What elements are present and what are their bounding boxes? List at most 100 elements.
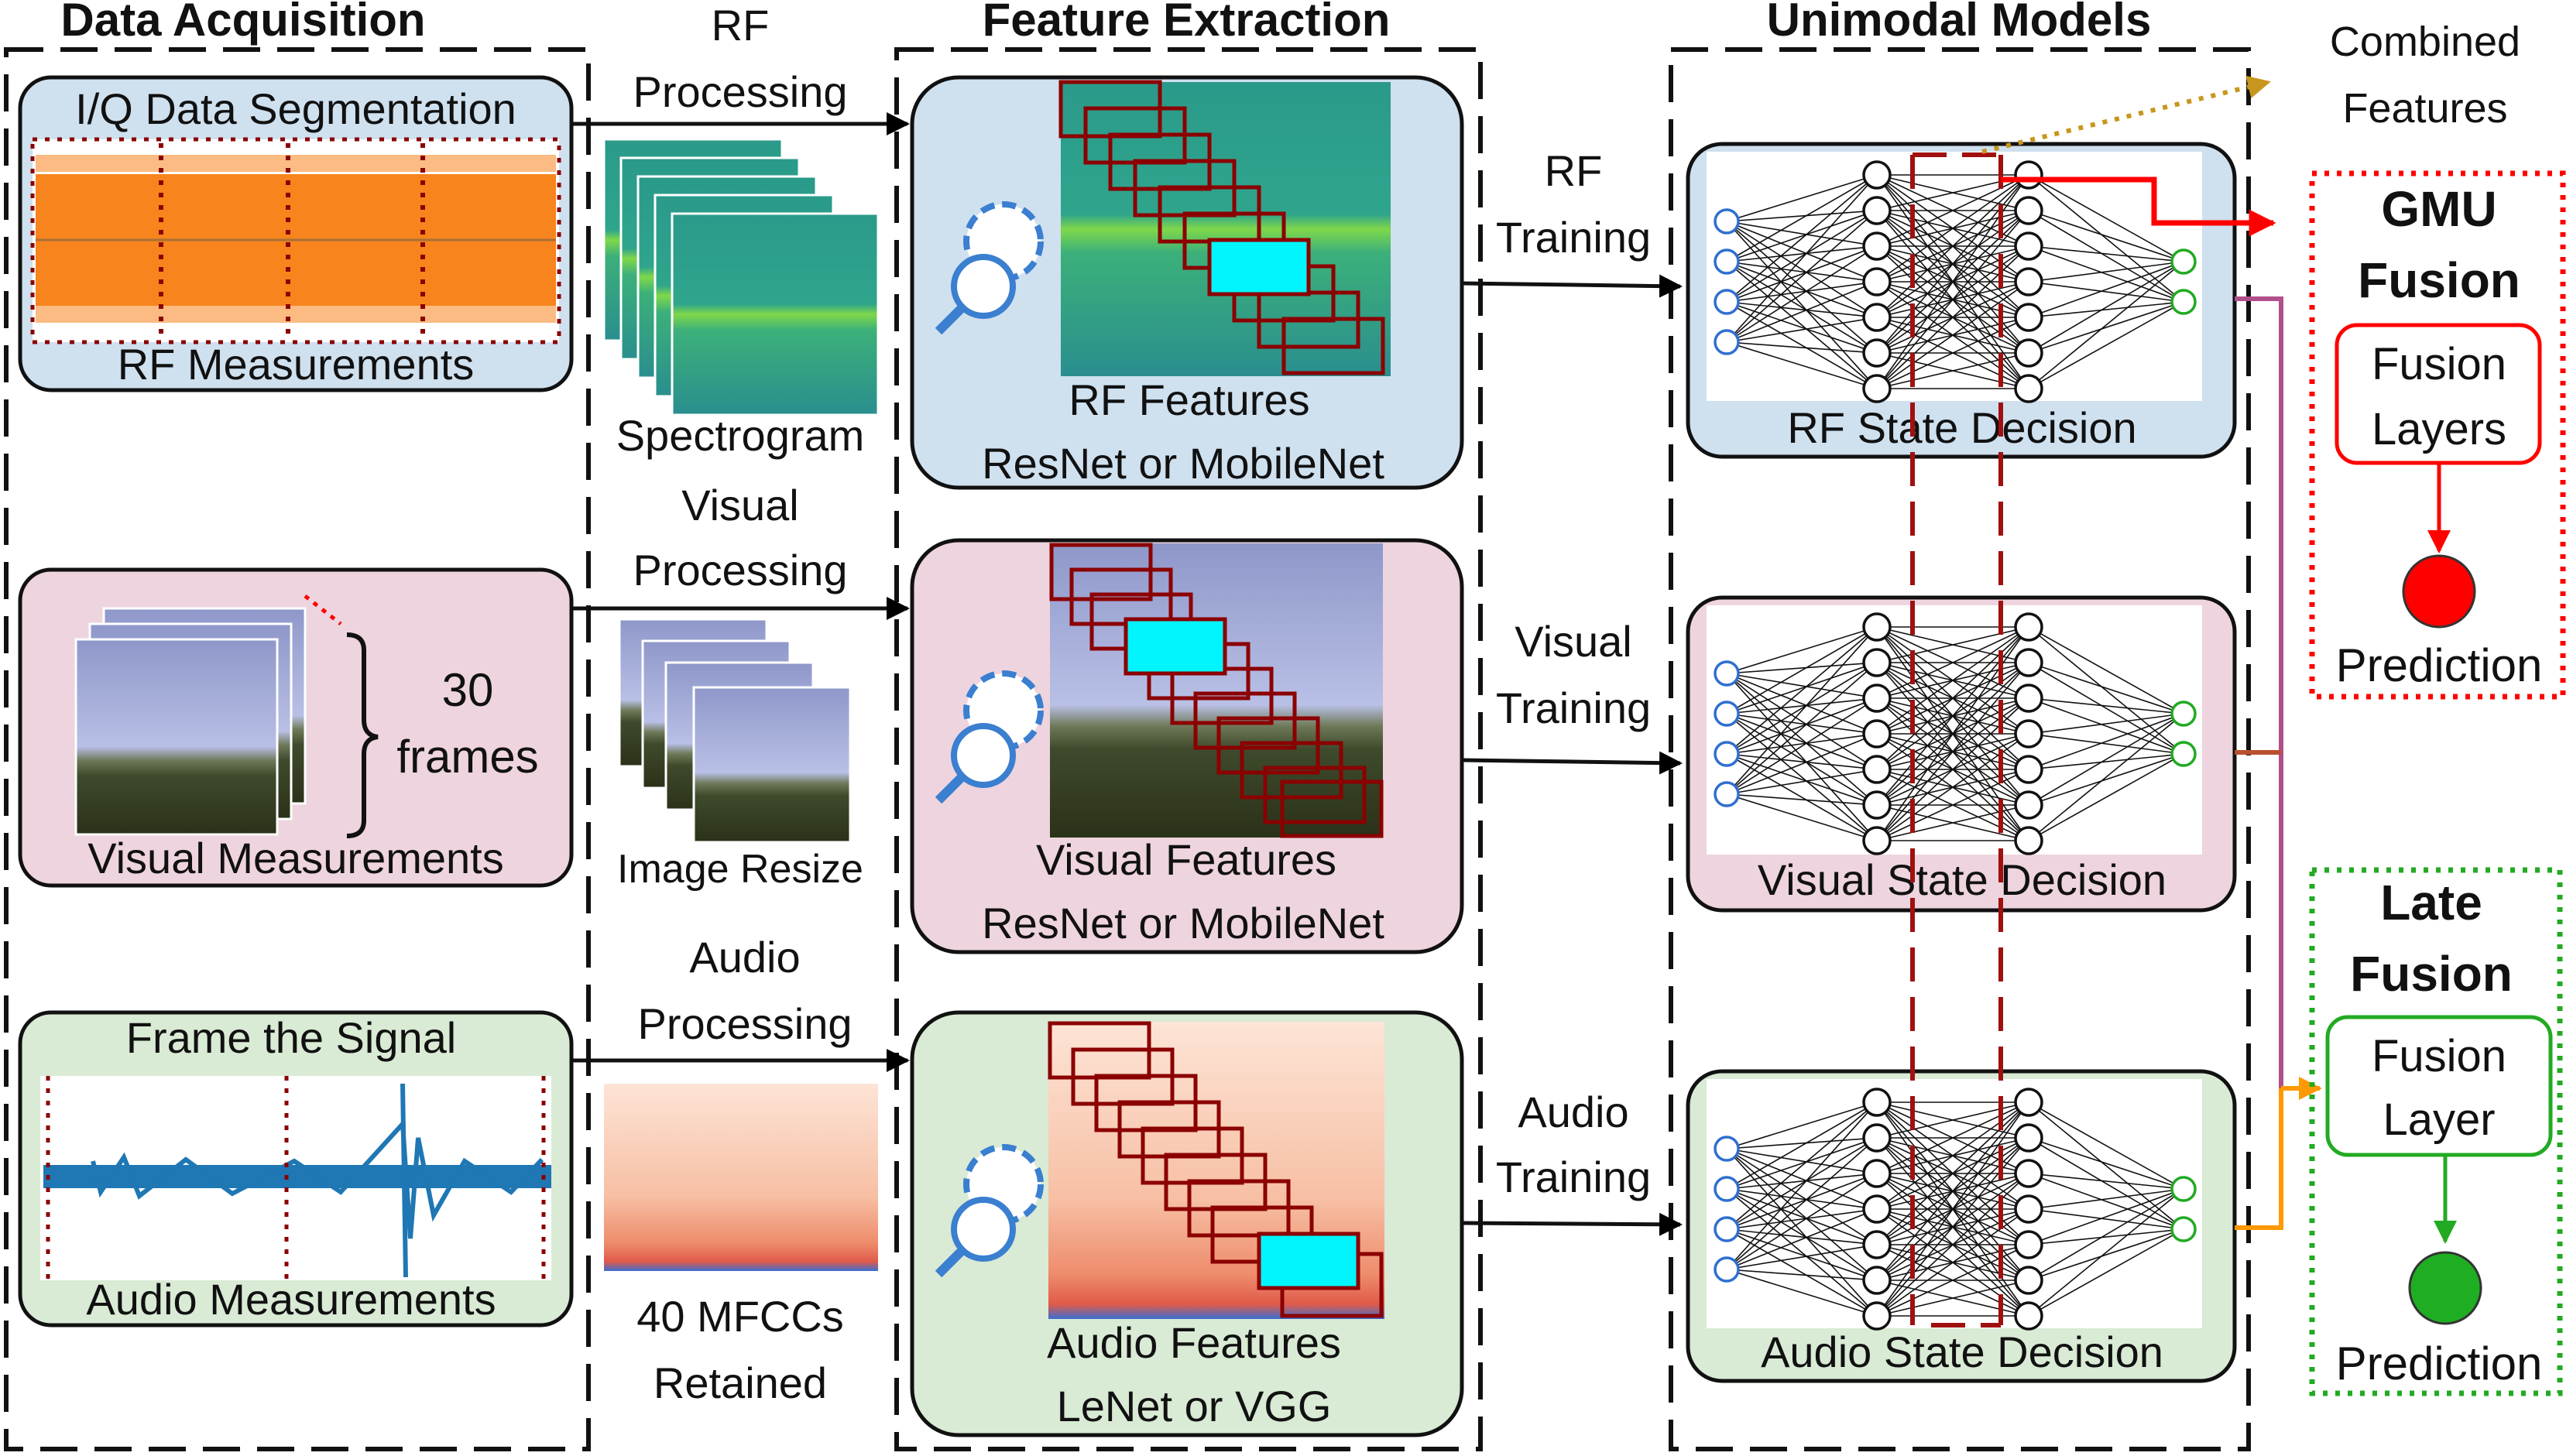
mfcc-label-1: 40 MFCCs xyxy=(636,1292,844,1341)
late-title-2: Fusion xyxy=(2350,946,2513,1002)
data-acquisition-title: Data Acquisition xyxy=(60,0,425,46)
network-node xyxy=(2014,267,2043,296)
visual-training: Visual Training xyxy=(1461,617,1683,775)
network-node xyxy=(2014,1230,2043,1259)
gmu-fusion-layers-box xyxy=(2335,323,2542,465)
frame-signal-label: Frame the Signal xyxy=(126,1013,456,1062)
spectrogram-stack xyxy=(602,138,880,416)
network-node xyxy=(2014,1159,2043,1188)
network-node xyxy=(1714,1176,1740,1202)
gmu-layer-label-1: Fusion xyxy=(2372,339,2506,389)
audio-processing-label-1: Audio xyxy=(689,933,800,982)
network-node xyxy=(1714,660,1740,687)
audio-training: Audio Training xyxy=(1461,1088,1683,1236)
visual-neural-network xyxy=(1714,612,2197,855)
network-node xyxy=(1862,303,1892,332)
network-node xyxy=(2014,790,2043,820)
late-fusion-block: Late Fusion Fusion Layer Prediction xyxy=(2309,867,2563,1396)
visual-processing-label-2: Processing xyxy=(633,546,847,594)
network-node xyxy=(1714,1136,1740,1162)
network-node xyxy=(1862,267,1892,296)
audio-features-label: Audio Features xyxy=(1047,1318,1341,1367)
late-prediction-label: Prediction xyxy=(2336,1338,2543,1389)
rf-training: RF Training xyxy=(1461,146,1683,298)
visual-processing-label-1: Visual xyxy=(681,481,799,529)
network-node xyxy=(1862,374,1892,403)
network-node xyxy=(1862,160,1892,190)
network-node xyxy=(2014,1266,2043,1295)
gmu-input-arrow xyxy=(2001,176,2276,237)
network-connections xyxy=(1726,626,2184,841)
visual-backbone-label: ResNet or MobileNet xyxy=(982,899,1384,947)
visual-training-label-2: Training xyxy=(1496,683,1651,732)
network-node xyxy=(1862,1123,1892,1153)
network-connections xyxy=(1726,1101,2184,1317)
combined-features-label-2: Features xyxy=(2342,85,2507,132)
rf-processing-label-2: Processing xyxy=(633,67,847,116)
late-layer-label-2: Layer xyxy=(2383,1095,2495,1145)
network-node xyxy=(2170,741,2197,767)
rf-training-label-2: Training xyxy=(1496,213,1651,262)
audio-training-label-2: Training xyxy=(1496,1153,1651,1201)
network-node xyxy=(1862,683,1892,713)
gmu-prediction-label: Prediction xyxy=(2336,639,2543,691)
audio-measurements-panel: Frame the Signal Audio Measurements xyxy=(18,1010,574,1328)
visual-sliding-windows xyxy=(1049,543,1384,838)
network-node xyxy=(1714,208,1740,235)
audio-sliding-windows xyxy=(1048,1021,1384,1318)
network-node xyxy=(1862,196,1892,225)
network-node xyxy=(1862,1301,1892,1331)
late-output-node xyxy=(2408,1251,2482,1325)
network-node xyxy=(2014,1088,2043,1117)
audio-state-decision-label: Audio State Decision xyxy=(1761,1328,2163,1376)
unimodal-models-section: Unimodal Models xyxy=(1669,0,2251,1451)
resized-image-stack xyxy=(618,618,852,844)
audio-model-panel: Audio State Decision xyxy=(1686,1069,2237,1383)
network-node xyxy=(1862,755,1892,784)
unimodal-models-title: Unimodal Models xyxy=(1767,0,2152,46)
combined-features-arrow xyxy=(1981,75,2271,154)
visual-model-panel: Visual State Decision xyxy=(1686,595,2237,913)
late-layer-label-1: Fusion xyxy=(2372,1031,2506,1081)
network-node xyxy=(1862,612,1892,642)
network-node xyxy=(1862,1194,1892,1224)
image-resize-label: Image Resize xyxy=(617,847,863,892)
iq-segmentation-label: I/Q Data Segmentation xyxy=(75,84,516,133)
combined-feature-band xyxy=(1910,152,2003,1328)
network-node xyxy=(1714,1256,1740,1283)
search-gear-icon xyxy=(935,1144,1044,1278)
network-node xyxy=(1714,329,1740,355)
network-node xyxy=(2014,683,2043,713)
network-node xyxy=(1862,1088,1892,1117)
visual-training-label-1: Visual xyxy=(1515,617,1632,666)
rf-signal-waveform xyxy=(36,155,556,323)
network-node xyxy=(1714,289,1740,315)
network-connections xyxy=(1726,174,2184,389)
network-node xyxy=(1862,1266,1892,1295)
spectrogram-label: Spectrogram xyxy=(616,411,865,460)
combined-features-label-1: Combined xyxy=(2330,19,2520,65)
network-node xyxy=(2014,374,2043,403)
rf-processing-label-1: RF xyxy=(712,1,770,50)
audio-processing: Audio Processing 40 MFCCs Retained xyxy=(573,933,910,1407)
network-node xyxy=(2014,1194,2043,1224)
rf-state-decision-label: RF State Decision xyxy=(1787,403,2136,452)
network-node xyxy=(2014,648,2043,677)
network-node xyxy=(2014,1301,2043,1331)
mfcc-label-2: Retained xyxy=(654,1358,827,1407)
network-node xyxy=(2170,248,2197,275)
network-node xyxy=(2014,303,2043,332)
network-node xyxy=(1714,741,1740,767)
feature-extraction-section: Feature Extraction xyxy=(894,0,1483,1451)
gmu-output-node xyxy=(2402,554,2476,629)
search-gear-icon xyxy=(935,670,1044,804)
visual-feature-panel: Visual Features ResNet or MobileNet xyxy=(910,538,1464,954)
frame-count: 30 xyxy=(442,664,494,716)
network-node xyxy=(1862,648,1892,677)
rf-model-panel: RF State Decision xyxy=(1686,142,2237,459)
network-node xyxy=(1862,790,1892,820)
audio-neural-network xyxy=(1714,1088,2197,1331)
network-node xyxy=(2170,1216,2197,1242)
search-gear-icon xyxy=(935,201,1044,335)
